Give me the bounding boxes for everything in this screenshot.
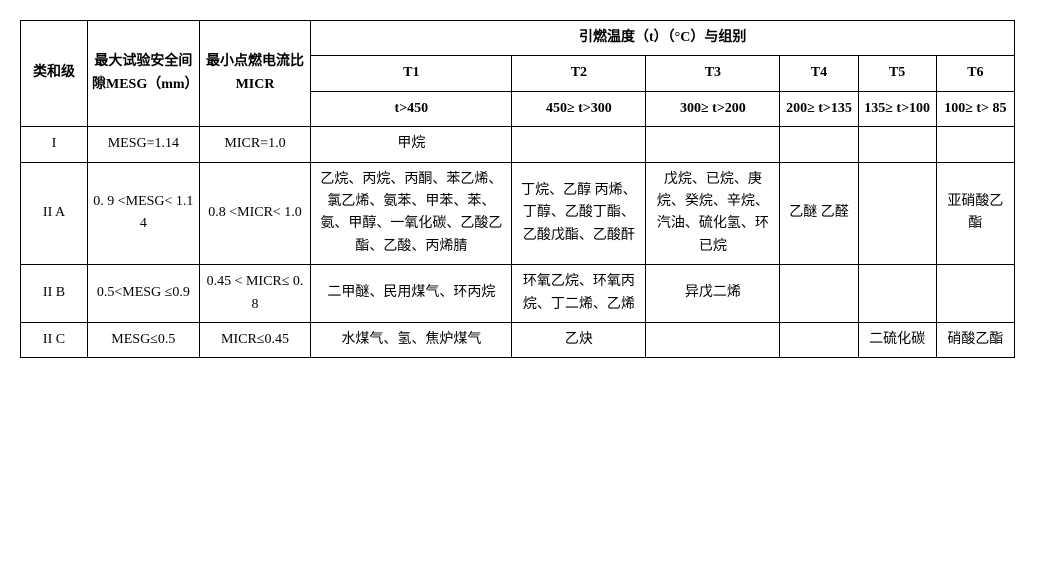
cell-t1: 水煤气、氢、焦炉煤气 [311, 322, 512, 357]
cell-t5 [858, 162, 936, 265]
header-t6-range: 100≥ t> 85 [936, 91, 1014, 126]
header-row-1: 类和级 最大试验安全间隙MESG（mm） 最小点燃电流比 MICR 引燃温度（t… [21, 21, 1015, 56]
header-t4-label: T4 [780, 56, 858, 91]
cell-class: II C [21, 322, 88, 357]
cell-mesg: MESG=1.14 [88, 127, 200, 162]
cell-micr: MICR≤0.45 [199, 322, 311, 357]
table-row: II A 0. 9 <MESG< 1.14 0.8 <MICR< 1.0 乙烷、… [21, 162, 1015, 265]
cell-class: II B [21, 265, 88, 323]
cell-micr: 0.45 < MICR≤ 0.8 [199, 265, 311, 323]
cell-t6 [936, 265, 1014, 323]
cell-class: II A [21, 162, 88, 265]
header-class-level: 类和级 [21, 21, 88, 127]
header-micr: 最小点燃电流比 MICR [199, 21, 311, 127]
cell-t2: 丁烷、乙醇 丙烯、丁醇、乙酸丁酯、乙酸戊酯、乙酸酐 [512, 162, 646, 265]
header-t5-label: T5 [858, 56, 936, 91]
header-t6-label: T6 [936, 56, 1014, 91]
cell-micr: 0.8 <MICR< 1.0 [199, 162, 311, 265]
cell-t3: 戊烷、已烷、庚烷、癸烷、辛烷、汽油、硫化氢、环已烷 [646, 162, 780, 265]
header-t3-range: 300≥ t>200 [646, 91, 780, 126]
cell-t1: 二甲醚、民用煤气、环丙烷 [311, 265, 512, 323]
header-t2-label: T2 [512, 56, 646, 91]
cell-t4 [780, 265, 858, 323]
cell-t2 [512, 127, 646, 162]
cell-mesg: 0. 9 <MESG< 1.14 [88, 162, 200, 265]
table-header: 类和级 最大试验安全间隙MESG（mm） 最小点燃电流比 MICR 引燃温度（t… [21, 21, 1015, 127]
table-row: II C MESG≤0.5 MICR≤0.45 水煤气、氢、焦炉煤气 乙炔 二硫… [21, 322, 1015, 357]
header-t3-label: T3 [646, 56, 780, 91]
cell-t6 [936, 127, 1014, 162]
table-row: I MESG=1.14 MICR=1.0 甲烷 [21, 127, 1015, 162]
header-t1-range: t>450 [311, 91, 512, 126]
header-t5-range: 135≥ t>100 [858, 91, 936, 126]
cell-t3 [646, 127, 780, 162]
header-t2-range: 450≥ t>300 [512, 91, 646, 126]
table-row: II B 0.5<MESG ≤0.9 0.45 < MICR≤ 0.8 二甲醚、… [21, 265, 1015, 323]
cell-t1: 甲烷 [311, 127, 512, 162]
cell-t1: 乙烷、丙烷、丙酮、苯乙烯、氯乙烯、氨苯、甲苯、苯、氨、甲醇、一氧化碳、乙酸乙酯、… [311, 162, 512, 265]
cell-mesg: 0.5<MESG ≤0.9 [88, 265, 200, 323]
header-mesg: 最大试验安全间隙MESG（mm） [88, 21, 200, 127]
cell-t5 [858, 127, 936, 162]
explosion-proof-classification-table: 类和级 最大试验安全间隙MESG（mm） 最小点燃电流比 MICR 引燃温度（t… [20, 20, 1015, 358]
cell-t5 [858, 265, 936, 323]
cell-t4: 乙醚 乙醛 [780, 162, 858, 265]
cell-mesg: MESG≤0.5 [88, 322, 200, 357]
header-t4-range: 200≥ t>135 [780, 91, 858, 126]
cell-micr: MICR=1.0 [199, 127, 311, 162]
cell-t5: 二硫化碳 [858, 322, 936, 357]
header-t1-label: T1 [311, 56, 512, 91]
cell-t3: 异戊二烯 [646, 265, 780, 323]
cell-class: I [21, 127, 88, 162]
cell-t2: 乙炔 [512, 322, 646, 357]
cell-t2: 环氧乙烷、环氧丙烷、丁二烯、乙烯 [512, 265, 646, 323]
cell-t6: 硝酸乙酯 [936, 322, 1014, 357]
table-body: I MESG=1.14 MICR=1.0 甲烷 II A 0. 9 <MESG<… [21, 127, 1015, 358]
cell-t6: 亚硝酸乙酯 [936, 162, 1014, 265]
cell-t3 [646, 322, 780, 357]
cell-t4 [780, 322, 858, 357]
cell-t4 [780, 127, 858, 162]
header-temp-group: 引燃温度（t）（°C）与组别 [311, 21, 1015, 56]
